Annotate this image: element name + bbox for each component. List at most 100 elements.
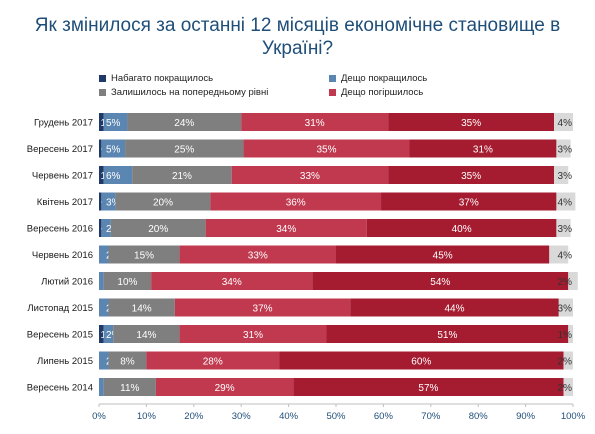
bar-segment bbox=[554, 113, 573, 131]
category-label: Квітень 2017 bbox=[37, 197, 93, 208]
bar-segment bbox=[115, 192, 211, 211]
data-label: 34% bbox=[222, 277, 242, 288]
category-label: Вересень 2017 bbox=[27, 144, 93, 155]
bar-segment bbox=[179, 245, 336, 264]
bar-segment bbox=[99, 166, 104, 184]
data-label: 1% bbox=[558, 330, 573, 341]
legend-swatch bbox=[329, 75, 336, 82]
legend-item-much-better: Набагато покращилось bbox=[99, 73, 213, 84]
category-label: Лютий 2016 bbox=[41, 277, 93, 288]
bar-segment bbox=[99, 325, 104, 343]
data-label: 6% bbox=[106, 171, 121, 182]
category-label: Вересень 2014 bbox=[27, 383, 93, 394]
category-label: Листопад 2015 bbox=[27, 303, 93, 314]
data-label: 3% bbox=[558, 145, 573, 156]
data-label: 20% bbox=[148, 224, 168, 235]
x-tick-label: 80% bbox=[469, 411, 489, 422]
data-label: 51% bbox=[437, 330, 457, 341]
bar-segment bbox=[103, 113, 128, 131]
category-label: Червень 2016 bbox=[32, 250, 93, 261]
bar-segment bbox=[108, 298, 175, 317]
bar-segment bbox=[388, 166, 555, 184]
data-label: 3% bbox=[558, 171, 573, 182]
bar-segment bbox=[108, 351, 147, 370]
x-tick-label: 30% bbox=[232, 411, 252, 422]
bar-segment bbox=[568, 272, 578, 290]
data-label: 20% bbox=[153, 198, 173, 209]
data-label: 5% bbox=[106, 145, 121, 156]
bar-segment bbox=[556, 219, 571, 237]
bar-segment bbox=[366, 219, 557, 237]
x-tick-label: 0% bbox=[92, 411, 106, 422]
bar-segment bbox=[293, 378, 564, 396]
bar-segment bbox=[99, 351, 109, 370]
data-label: 15% bbox=[134, 251, 154, 262]
data-label: 37% bbox=[459, 198, 479, 209]
bar-segment bbox=[99, 139, 102, 158]
bar-segment bbox=[554, 166, 569, 184]
data-label: 2% bbox=[558, 277, 573, 288]
bar-segment bbox=[558, 298, 573, 317]
bar-segment bbox=[556, 139, 571, 158]
bar-segment bbox=[99, 298, 109, 317]
legend-label: Дещо погіршилось bbox=[341, 87, 424, 98]
data-label: 33% bbox=[300, 171, 320, 182]
data-label: 34% bbox=[276, 224, 296, 235]
bar-segment bbox=[125, 139, 244, 158]
legend-item-same: Залишилось на попередньому рівні bbox=[99, 87, 268, 98]
data-label: 8% bbox=[120, 357, 135, 368]
data-label: 60% bbox=[411, 357, 431, 368]
legend-label: Набагато покращилось bbox=[111, 73, 214, 84]
data-label: 3% bbox=[106, 198, 121, 209]
data-label: 2% bbox=[558, 357, 573, 368]
data-label: 11% bbox=[120, 383, 139, 394]
bar-segment bbox=[210, 192, 382, 211]
bar-segment bbox=[205, 219, 367, 237]
data-label: 31% bbox=[305, 118, 325, 129]
bar-segment bbox=[388, 113, 555, 131]
legend-item-somewhat-worse: Дещо погіршилось bbox=[329, 87, 423, 98]
bar-segment bbox=[381, 192, 557, 211]
legend-swatch bbox=[329, 89, 336, 96]
bar-segment bbox=[350, 298, 559, 317]
bar-segment bbox=[101, 219, 111, 237]
bar-segment bbox=[99, 245, 109, 264]
x-tick-label: 90% bbox=[516, 411, 536, 422]
data-label: 21% bbox=[172, 171, 192, 182]
x-tick-label: 100% bbox=[561, 411, 586, 422]
bar-segment bbox=[110, 219, 206, 237]
bar-segment bbox=[243, 139, 410, 158]
data-label: 28% bbox=[203, 357, 223, 368]
legend-swatch bbox=[99, 89, 106, 96]
category-label: Липень 2015 bbox=[37, 356, 93, 367]
x-tick-label: 10% bbox=[137, 411, 157, 422]
x-tick-label: 60% bbox=[374, 411, 394, 422]
data-label: 54% bbox=[430, 277, 450, 288]
data-label: 4% bbox=[558, 198, 573, 209]
data-label: 10% bbox=[117, 277, 137, 288]
bar-segment bbox=[99, 113, 104, 131]
bar-segment bbox=[99, 219, 102, 237]
bar-segment bbox=[108, 245, 180, 264]
data-label: 40% bbox=[452, 224, 472, 235]
data-label: 5% bbox=[106, 118, 121, 129]
bar-segment bbox=[231, 166, 389, 184]
bar-segment bbox=[556, 192, 576, 211]
bar-segment bbox=[409, 139, 557, 158]
legend-label: Залишилось на попередньому рівні bbox=[111, 87, 269, 98]
data-label: 31% bbox=[243, 330, 263, 341]
data-label: 24% bbox=[174, 118, 194, 129]
data-label: 3% bbox=[558, 224, 573, 235]
bar-segment bbox=[127, 113, 242, 131]
x-tick-label: 50% bbox=[326, 411, 346, 422]
category-label: Вересень 2015 bbox=[27, 330, 93, 341]
x-tick-label: 20% bbox=[184, 411, 204, 422]
bar-segment bbox=[101, 139, 126, 158]
data-label: 29% bbox=[215, 383, 235, 394]
category-label: Вересень 2016 bbox=[27, 224, 93, 235]
data-label: 35% bbox=[461, 171, 481, 182]
data-label: 36% bbox=[286, 198, 306, 209]
data-label: 35% bbox=[461, 118, 481, 129]
bar-segment bbox=[241, 113, 389, 131]
bar-segment bbox=[103, 378, 156, 396]
